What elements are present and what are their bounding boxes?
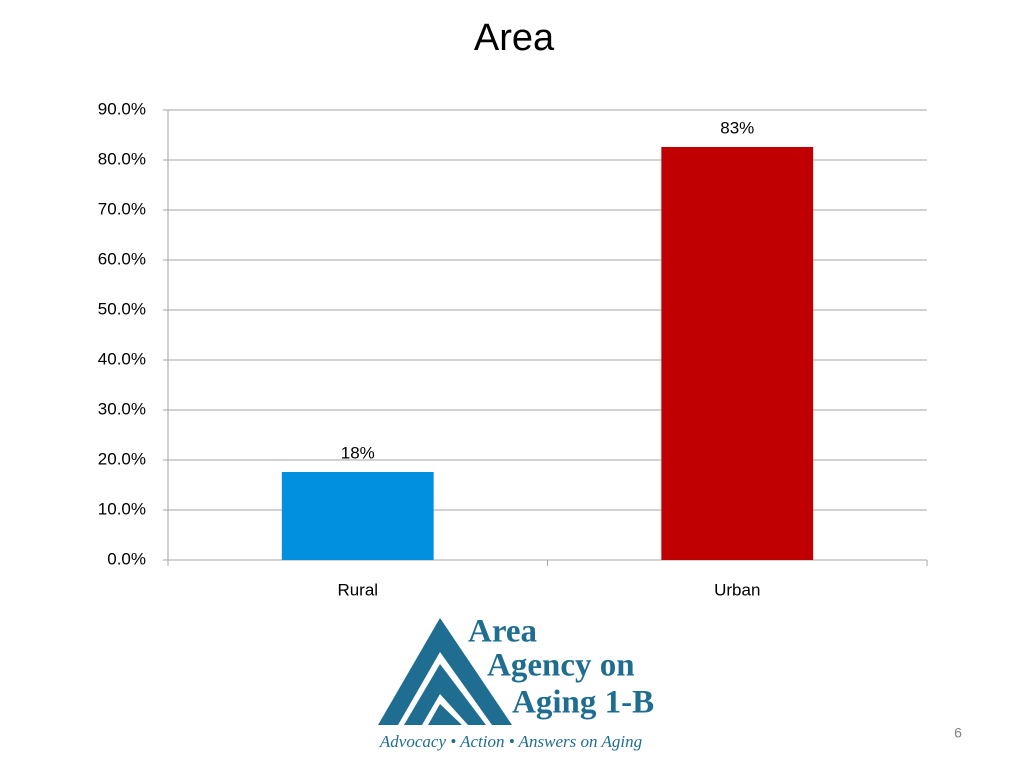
y-tick-label: 30.0% <box>98 399 146 418</box>
x-tick-label: Urban <box>714 580 760 599</box>
bar <box>281 472 434 560</box>
y-tick-label: 50.0% <box>98 299 146 318</box>
y-tick-label: 40.0% <box>98 349 146 368</box>
chart-title: Area <box>474 17 555 59</box>
logo-mark <box>378 618 512 725</box>
y-tick-label: 90.0% <box>98 99 146 118</box>
bar <box>661 147 814 560</box>
logo-triangle <box>428 704 462 725</box>
y-tick-label: 0.0% <box>107 549 146 568</box>
y-tick-label: 20.0% <box>98 449 146 468</box>
page-number: 6 <box>954 725 962 741</box>
logo-triangle <box>404 664 486 725</box>
x-tick-label: Rural <box>337 580 378 599</box>
y-tick-label: 10.0% <box>98 499 146 518</box>
logo-tagline: Advocacy • Action • Answers on Aging <box>379 732 642 751</box>
value-label: 83% <box>720 118 754 137</box>
value-label: 18% <box>341 443 375 462</box>
logo-text: Agency on <box>487 648 635 684</box>
logo-text: Aging 1-B <box>512 685 654 721</box>
logo-text: Area <box>468 614 537 650</box>
y-tick-label: 70.0% <box>98 199 146 218</box>
y-tick-label: 80.0% <box>98 149 146 168</box>
y-tick-label: 60.0% <box>98 249 146 268</box>
